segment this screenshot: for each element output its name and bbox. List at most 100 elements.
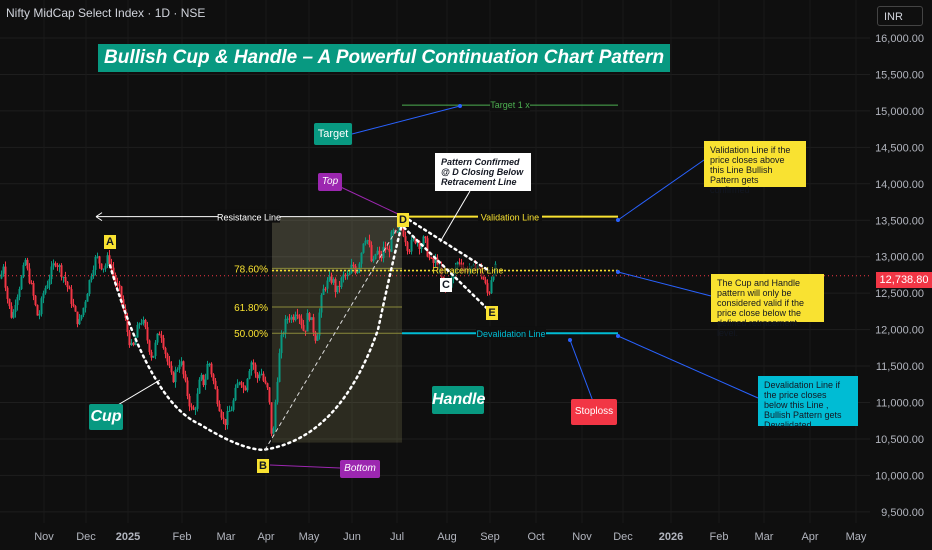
x-tick-label: Apr bbox=[257, 531, 274, 543]
candle-body bbox=[410, 239, 413, 252]
candle-body bbox=[108, 255, 111, 265]
candle-body bbox=[24, 259, 27, 266]
candle-body bbox=[348, 273, 351, 276]
candle-body bbox=[292, 316, 295, 321]
callout-connector bbox=[439, 190, 471, 243]
candle-body bbox=[44, 288, 47, 294]
handle-upper-line bbox=[402, 215, 492, 273]
callout-anchor bbox=[616, 334, 620, 338]
candle-body bbox=[126, 317, 129, 332]
candle-body bbox=[336, 285, 339, 293]
symbol-title[interactable]: Nifty MidCap Select Index · 1D · NSE bbox=[6, 6, 206, 20]
y-tick-label: 9,500.00 bbox=[881, 507, 924, 519]
candle-body bbox=[226, 411, 229, 426]
candle-body bbox=[142, 319, 145, 324]
candle-body bbox=[102, 268, 105, 270]
candle-body bbox=[356, 270, 359, 274]
candle-body bbox=[264, 380, 267, 384]
candle-body bbox=[22, 265, 25, 277]
candle-body bbox=[10, 306, 13, 318]
candle-body bbox=[100, 263, 103, 270]
candle-body bbox=[266, 383, 269, 388]
callout-anchor bbox=[616, 270, 620, 274]
candle-body bbox=[306, 313, 309, 332]
candle-body bbox=[260, 373, 263, 375]
candle-body bbox=[224, 418, 227, 426]
candle-body bbox=[382, 246, 385, 259]
pivot-b: B bbox=[257, 459, 269, 473]
callout-connector bbox=[569, 339, 595, 405]
candle-body bbox=[128, 331, 131, 346]
candle-body bbox=[458, 262, 461, 264]
candle-body bbox=[156, 333, 159, 343]
chart-grid bbox=[0, 0, 870, 523]
candle-body bbox=[270, 402, 273, 434]
candle-body bbox=[272, 428, 275, 434]
candle-body bbox=[388, 249, 391, 252]
candle-body bbox=[406, 242, 409, 251]
cup-label: Cup bbox=[89, 404, 123, 430]
validation-line-label: Validation Line bbox=[481, 213, 539, 223]
candle-body bbox=[164, 348, 167, 354]
y-tick-label: 12,500.00 bbox=[875, 288, 924, 300]
cup-handle-note: The Cup and Handle pattern will only be … bbox=[711, 274, 824, 338]
candle-body bbox=[40, 298, 43, 315]
resistance-label-bg bbox=[218, 209, 280, 223]
candle-body bbox=[136, 324, 139, 338]
currency-selector[interactable]: INR bbox=[877, 6, 923, 26]
candle-body bbox=[80, 315, 83, 319]
candle-body bbox=[28, 268, 31, 283]
pivot-e: E bbox=[486, 306, 498, 320]
candle-body bbox=[360, 252, 363, 264]
candle-body bbox=[482, 276, 485, 280]
candle-body bbox=[316, 335, 319, 341]
y-tick-label: 15,500.00 bbox=[875, 69, 924, 81]
candle-body bbox=[364, 240, 367, 244]
candle-body bbox=[130, 342, 133, 346]
candle-body bbox=[202, 374, 205, 386]
candle-body bbox=[192, 407, 195, 410]
candle-body bbox=[314, 332, 317, 341]
candle-body bbox=[298, 315, 301, 319]
candle-body bbox=[42, 293, 45, 299]
candle-body bbox=[340, 277, 343, 287]
candle-body bbox=[338, 285, 341, 287]
candle-body bbox=[300, 318, 303, 325]
candle-body bbox=[78, 318, 81, 325]
candle-body bbox=[424, 236, 427, 239]
candle-body bbox=[194, 408, 197, 410]
candle-body bbox=[408, 250, 411, 252]
candle-body bbox=[278, 353, 281, 382]
candle-body bbox=[256, 373, 259, 379]
candle-body bbox=[430, 257, 433, 259]
validation-label-bg bbox=[478, 209, 542, 223]
candle-body bbox=[404, 236, 407, 243]
candle-body bbox=[366, 240, 369, 242]
callout-anchor bbox=[616, 218, 620, 222]
candle-body bbox=[70, 289, 73, 304]
candle-body bbox=[172, 372, 175, 383]
y-tick-label: 13,500.00 bbox=[875, 215, 924, 227]
target-label: Target bbox=[314, 123, 352, 145]
candle-body bbox=[244, 387, 247, 391]
candle-body bbox=[296, 314, 299, 316]
y-tick-label: 14,500.00 bbox=[875, 142, 924, 154]
x-tick-label: Oct bbox=[527, 531, 544, 543]
pattern-overlays: Resistance Line Validation Line Target 1 x… bbox=[0, 99, 870, 469]
candle-body bbox=[96, 256, 99, 258]
candle-body bbox=[36, 304, 39, 316]
x-tick-label: Feb bbox=[173, 531, 192, 543]
candle-body bbox=[148, 340, 151, 353]
candle-body bbox=[376, 250, 379, 255]
y-tick-label: 14,000.00 bbox=[875, 179, 924, 191]
candle-body bbox=[162, 337, 165, 349]
candle-body bbox=[92, 269, 95, 277]
candle-body bbox=[246, 378, 249, 391]
candle-body bbox=[242, 385, 245, 388]
candle-body bbox=[132, 342, 135, 346]
candle-body bbox=[492, 275, 495, 281]
candle-body bbox=[488, 292, 491, 294]
candle-body bbox=[240, 382, 243, 386]
candle-body bbox=[326, 280, 329, 289]
